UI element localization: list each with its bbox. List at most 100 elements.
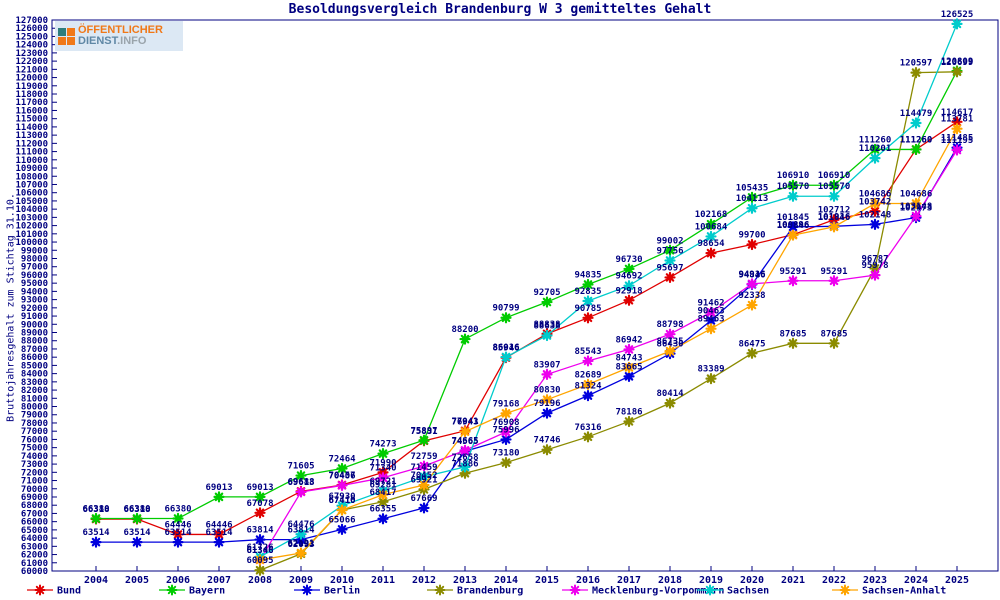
data-point-marker [418,502,430,514]
label: 103742 [859,197,892,207]
label: 2009 [289,575,313,586]
label: 92000 [21,304,48,314]
label: 78186 [615,407,642,417]
data-point-marker [704,584,716,596]
label: 2006 [166,575,190,586]
oeffentlicher-dienst-logo[interactable]: ÖFFENTLICHER DIENST.INFO [55,21,183,51]
label: 111485 [941,134,974,144]
data-point-marker [705,323,717,335]
label: 2004 [84,575,108,586]
data-point-marker [500,407,512,419]
label: 102712 [818,206,851,216]
label: 71459 [410,463,437,473]
series-labels-Sachsen: 61726 64476 67930 69721 71459 72658 86016 88638… [246,10,973,553]
data-point-marker [623,294,635,306]
label: 70457 [328,471,355,481]
label: 61346 [246,546,273,556]
label: 69688 [287,477,314,487]
label: 69613 [287,478,314,488]
label: 118000 [15,90,48,100]
data-point-marker [418,471,430,483]
label: 66000 [21,518,48,528]
label: 96787 [861,254,888,264]
label: 101846 [818,213,851,223]
label: 64476 [287,520,314,530]
y-axis-title: Bruttojahresgehalt zum Stichtag 31.10. [5,193,17,422]
legend-item-Sachsen: Sachsen [697,584,769,597]
label: 90000 [21,320,48,330]
label: 94916 [738,270,765,280]
label: 89463 [697,315,724,325]
data-point-marker [869,262,881,275]
label: 82000 [21,386,48,396]
label: 62000 [21,551,48,561]
label: 2022 [822,575,846,586]
series-labels-Sachsen-Anhalt: 61346 62191 67410 69281 70452 76943 79168 80830… [246,115,973,556]
label: 2008 [248,575,272,586]
label: 104113 [736,194,769,204]
data-point-marker [418,479,430,491]
data-point-marker [664,397,676,409]
label: Berlin [324,585,360,597]
label: 70452 [410,471,437,481]
label: 83665 [615,362,642,372]
label: 86000 [21,353,48,363]
data-point-marker [910,143,922,156]
data-point-marker [664,271,676,284]
label: 72000 [21,468,48,478]
legend-item-Berlin: Berlin [294,584,360,597]
label: 74665 [451,436,478,446]
data-point-marker [377,472,389,484]
label: 68000 [21,501,48,511]
data-point-marker [664,328,676,340]
label: 71886 [451,459,478,469]
label: 115000 [15,115,48,125]
label: 63514 [205,528,233,538]
label: 120597 [900,59,933,69]
data-point-marker [705,230,717,243]
label: 95291 [779,267,806,277]
label: 98654 [697,239,725,249]
label: 97756 [656,246,683,256]
label: 79196 [533,399,560,409]
data-point-marker [569,584,581,596]
data-point-marker [418,460,430,472]
label: 108000 [15,172,48,182]
data-point-marker [869,152,881,164]
label: 66380 [164,505,191,515]
label: 66355 [369,505,396,515]
label: 62093 [287,540,314,550]
label: 94835 [574,271,601,281]
data-point-marker [623,343,635,356]
label: 71990 [369,458,396,468]
data-point-marker [541,407,553,419]
data-point-marker [377,513,389,525]
data-point-marker [90,536,102,548]
label: 120809 [941,57,974,67]
label: 2025 [945,575,969,586]
data-point-marker [664,345,676,357]
label: 121000 [15,65,48,75]
label: 82689 [574,370,601,380]
label: 66318 [82,505,109,515]
data-point-marker [336,504,348,516]
label: 60000 [21,567,48,577]
label: 81324 [574,382,602,392]
label: 2016 [576,575,600,586]
label: 78000 [21,419,48,429]
label: 76908 [492,418,519,428]
label: 2019 [699,575,723,586]
legend: Bund Bayern Berlin Brandenburg Mecklenburg-V… [27,584,946,597]
label: 75000 [21,444,48,454]
data-point-marker [951,66,963,78]
label: 74000 [21,452,48,462]
label: 104686 [900,190,933,200]
series-Berlin [90,141,963,548]
label: 66380 [123,505,150,515]
series-line [259,71,958,571]
label: 104000 [15,205,48,215]
label: 123000 [15,49,48,59]
label: Sachsen [727,586,769,597]
data-point-marker [582,378,594,391]
